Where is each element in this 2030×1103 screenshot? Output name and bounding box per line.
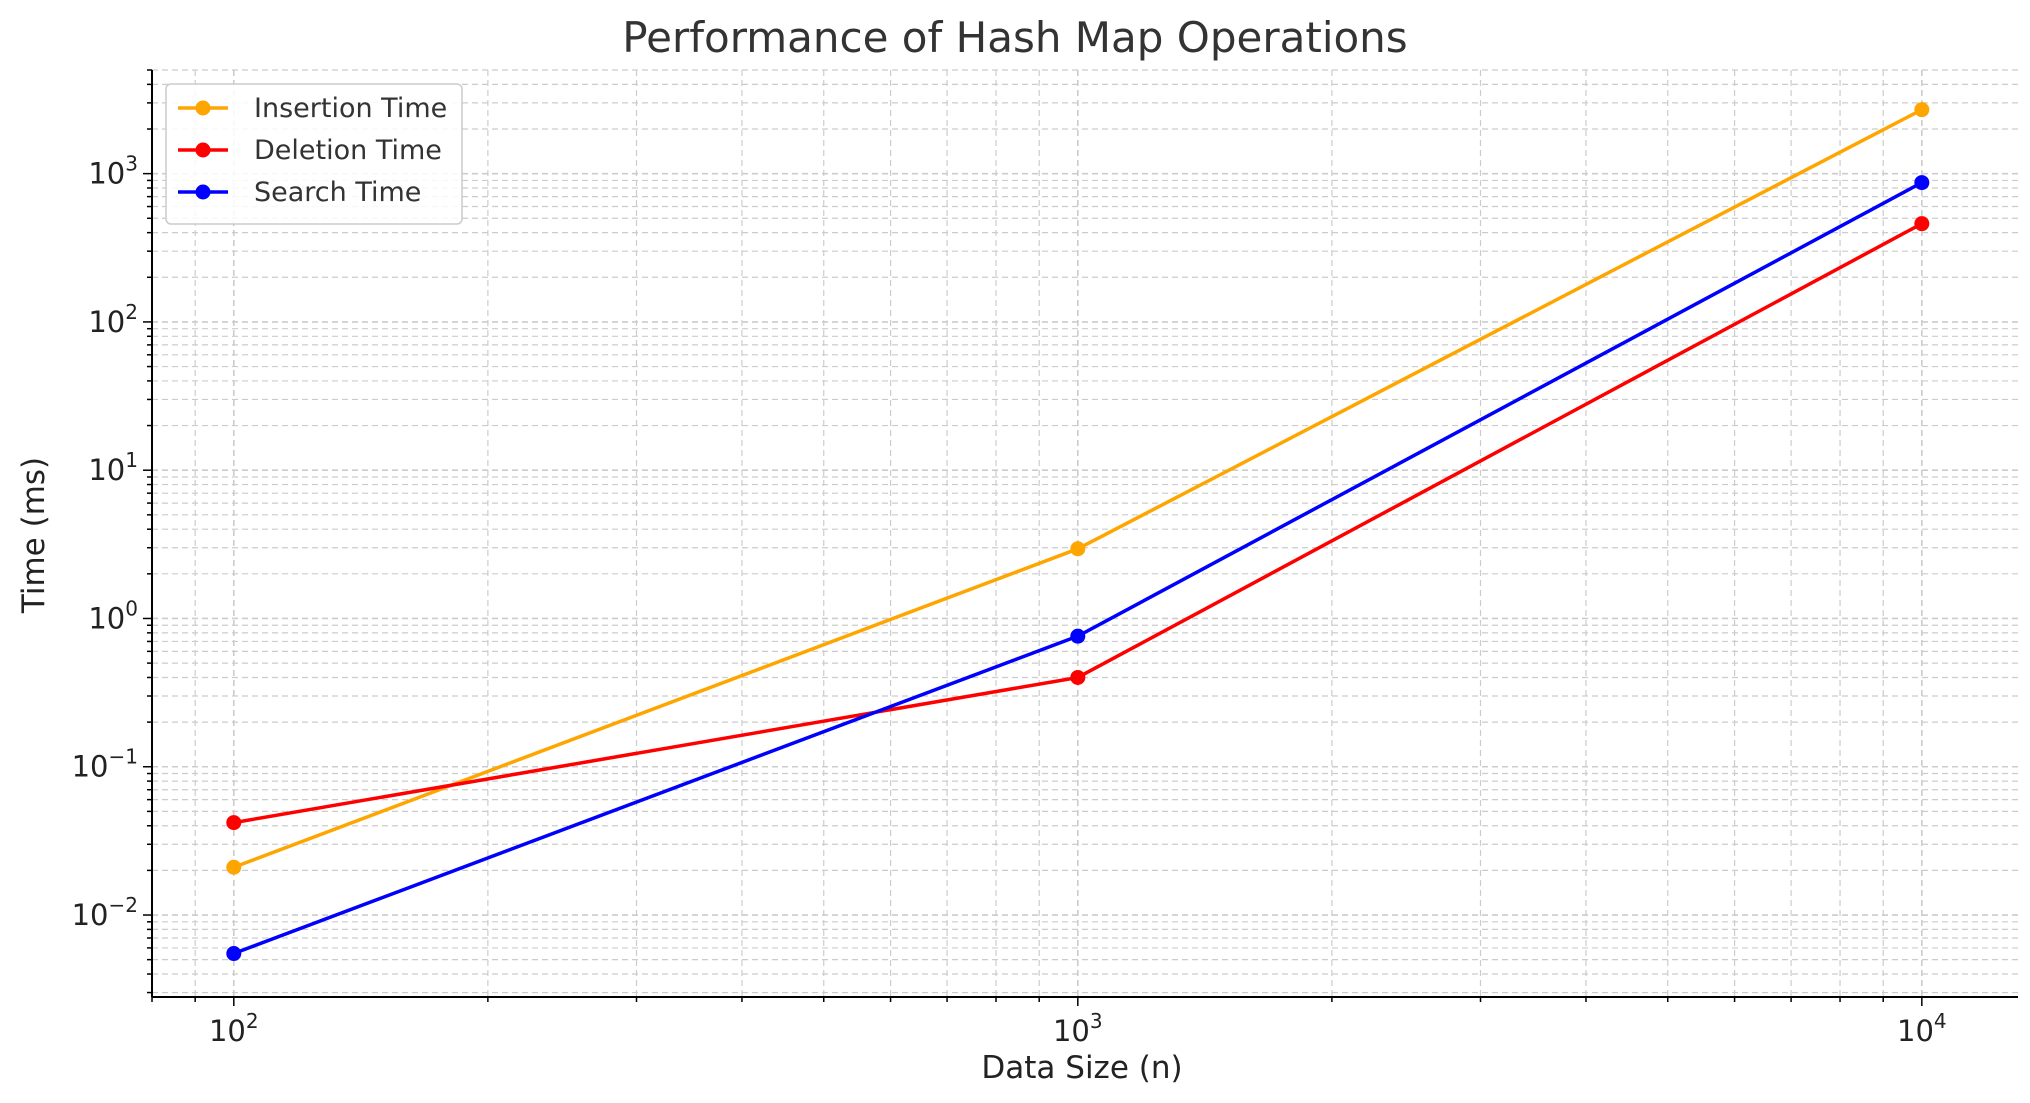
- axes: [143, 69, 2018, 1006]
- legend-box: [165, 83, 463, 225]
- x-tick-label: 104: [1897, 1009, 1947, 1048]
- y-tick-label: 100: [88, 596, 138, 635]
- x-tick-label: 102: [209, 1009, 259, 1048]
- data-point-insertion-time: [1070, 541, 1086, 557]
- chart-title: Performance of Hash Map Operations: [622, 13, 1407, 62]
- data-point-deletion-time: [1070, 669, 1086, 685]
- legend: Insertion Time Deletion Time Search Time: [165, 83, 463, 225]
- legend-marker: [195, 100, 211, 116]
- data-point-deletion-time: [226, 815, 242, 831]
- y-tick-label: 103: [88, 152, 138, 191]
- legend-label: Deletion Time: [254, 135, 442, 166]
- data-point-insertion-time: [1914, 102, 1930, 118]
- y-tick-label: 10−2: [72, 893, 138, 932]
- y-axis-label: Time (ms): [16, 457, 52, 614]
- y-tick-label: 101: [88, 448, 138, 487]
- data-point-insertion-time: [226, 859, 242, 875]
- y-tick-label: 102: [88, 300, 138, 339]
- legend-marker: [195, 184, 211, 200]
- y-tick-label: 10−1: [72, 745, 138, 784]
- legend-label: Search Time: [254, 177, 421, 208]
- x-tick-label: 103: [1053, 1009, 1103, 1048]
- data-point-deletion-time: [1914, 216, 1930, 232]
- data-point-search-time: [1070, 628, 1086, 644]
- legend-marker: [195, 142, 211, 158]
- x-axis-label: Data Size (n): [981, 1050, 1182, 1086]
- series-lines: [226, 102, 1930, 962]
- legend-label: Insertion Time: [254, 93, 447, 124]
- data-point-search-time: [226, 946, 242, 962]
- tick-labels: 102 103 104 10−2 10−1 100 101 102 103: [72, 152, 1947, 1048]
- data-point-search-time: [1914, 175, 1930, 191]
